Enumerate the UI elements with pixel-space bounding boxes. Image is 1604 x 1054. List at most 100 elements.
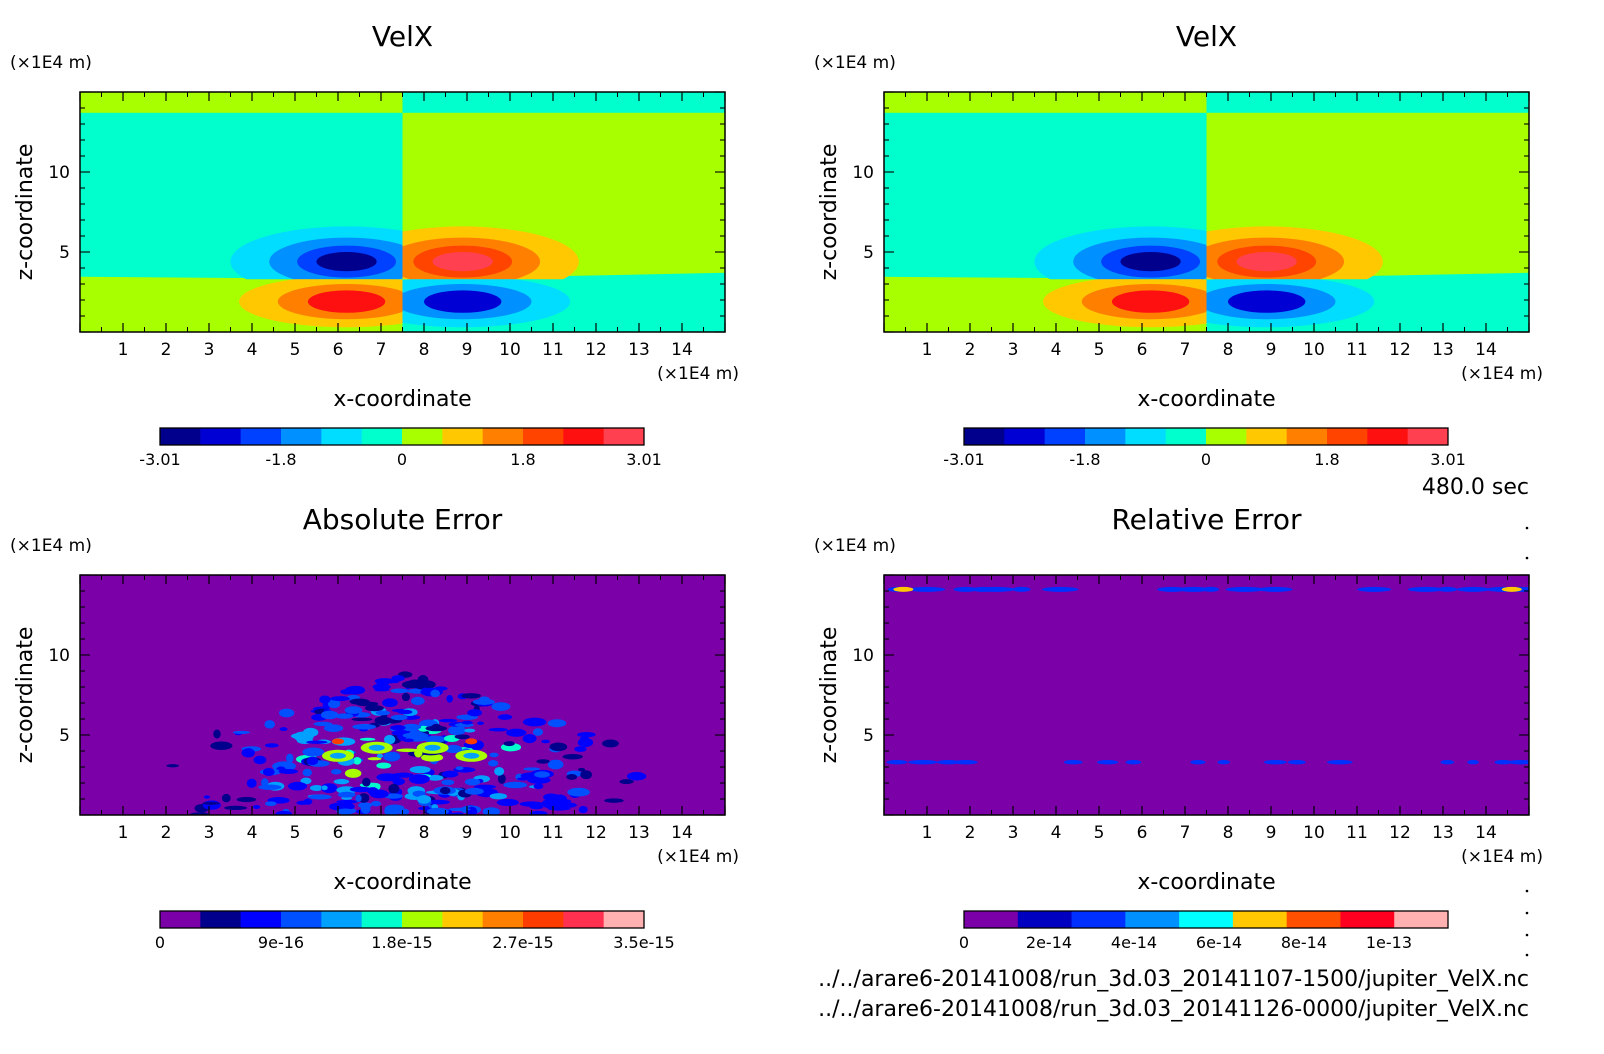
noise-blob <box>233 731 250 734</box>
noise-blob <box>321 711 338 720</box>
chart-title: Absolute Error <box>303 503 503 536</box>
noise-blob <box>253 805 260 809</box>
noise-blob <box>411 725 422 730</box>
noise-blob <box>534 771 550 777</box>
contour-level <box>1237 252 1297 271</box>
y-tick-label: 5 <box>863 243 874 263</box>
noise-blob <box>627 772 646 780</box>
plot-area <box>80 575 725 817</box>
noise-blob <box>391 715 408 720</box>
colorbar-swatch <box>1233 911 1287 928</box>
noise-blob <box>523 767 539 770</box>
x-tick-label: 9 <box>1266 823 1277 843</box>
x-tick-label: 12 <box>1389 340 1411 360</box>
x-tick-label: 4 <box>1051 340 1062 360</box>
noise-blob <box>332 738 344 744</box>
colorbar-tick-label: 0 <box>1201 450 1211 469</box>
margin-dot <box>1526 934 1529 937</box>
colorbar-swatch <box>964 428 1005 445</box>
colorbar-swatch <box>1327 428 1368 445</box>
margin-dot <box>1526 557 1529 560</box>
x-tick-label: 14 <box>1475 340 1497 360</box>
colorbar-swatch <box>1367 428 1408 445</box>
noise-blob <box>345 706 363 714</box>
noise-blob <box>402 693 410 701</box>
colorbar-swatch <box>1287 911 1341 928</box>
chart-panel-3: 1 2 3 4 5 6 7 8 9 10 11 12 13 14510Absolute Error(×1E… <box>10 503 739 952</box>
x-tick-label: 11 <box>1346 823 1368 843</box>
field-region <box>884 92 1207 113</box>
x-tick-label: 1 <box>922 823 933 843</box>
noise-blob <box>440 787 451 794</box>
noise-blob <box>242 748 255 757</box>
noise-blob <box>263 768 275 776</box>
error-band <box>1013 587 1031 592</box>
colorbar-swatch <box>523 911 564 928</box>
noise-blob <box>210 741 232 749</box>
x-axis-label: x-coordinate <box>1137 870 1275 895</box>
error-band <box>1288 760 1306 764</box>
noise-blob <box>543 793 559 800</box>
x-unit-label: (×1E4 m) <box>1461 364 1543 384</box>
x-axis-label: x-coordinate <box>333 870 471 895</box>
noise-blob <box>403 739 414 743</box>
colorbar-tick-label: 2e-14 <box>1026 933 1072 952</box>
colorbar-tick-label: -1.8 <box>265 450 296 469</box>
noise-blob <box>567 788 590 797</box>
colorbar-swatch <box>1287 428 1328 445</box>
error-band <box>1202 587 1219 592</box>
x-tick-label: 1 <box>118 823 129 843</box>
colorbar-tick-label: 1.8 <box>1314 450 1339 469</box>
contour-level <box>308 290 385 312</box>
colorbar-swatch <box>563 428 604 445</box>
colorbar-swatch <box>1125 911 1179 928</box>
y-tick-label: 5 <box>863 726 874 746</box>
x-tick-label: 13 <box>1432 823 1454 843</box>
noise-blob <box>370 790 389 799</box>
y-axis-label: z-coordinate <box>817 144 842 281</box>
noise-blob <box>345 769 362 778</box>
x-tick-label: 4 <box>247 823 258 843</box>
noise-blob <box>504 741 515 746</box>
field-region <box>80 92 403 113</box>
colorbar-swatch <box>1045 428 1086 445</box>
noise-blob <box>258 785 281 790</box>
chart-title: Relative Error <box>1111 503 1302 536</box>
noise-blob <box>464 729 475 733</box>
noise-blob <box>334 779 350 784</box>
noise-blob <box>265 801 277 806</box>
noise-blob <box>548 719 567 727</box>
x-tick-label: 7 <box>376 340 387 360</box>
x-tick-label: 12 <box>585 340 607 360</box>
y-unit-label: (×1E4 m) <box>10 536 92 556</box>
noise-blob <box>439 719 457 723</box>
noise-blob <box>541 740 550 744</box>
error-band <box>1357 587 1391 592</box>
x-tick-label: 9 <box>462 340 473 360</box>
error-band <box>1064 760 1083 764</box>
noise-blob <box>279 769 299 774</box>
noise-blob <box>530 805 544 810</box>
noise-blob <box>340 689 355 694</box>
colorbar-swatch <box>483 428 524 445</box>
x-tick-label: 7 <box>376 823 387 843</box>
error-band <box>1467 760 1479 764</box>
x-tick-label: 13 <box>628 340 650 360</box>
y-tick-label: 10 <box>48 646 70 666</box>
y-unit-label: (×1E4 m) <box>10 53 92 73</box>
colorbar-swatch <box>321 428 362 445</box>
noise-blob <box>319 695 330 703</box>
x-tick-label: 2 <box>161 823 172 843</box>
noise-blob <box>264 720 275 728</box>
error-band <box>1042 587 1079 592</box>
noise-blob <box>254 756 267 764</box>
noise-blob <box>566 774 577 780</box>
contour-level <box>1112 290 1189 312</box>
noise-blob <box>442 771 459 778</box>
noise-blob <box>479 696 491 705</box>
colorbar-swatch <box>1166 428 1207 445</box>
noise-blob <box>398 809 409 815</box>
colorbar-swatch <box>442 428 483 445</box>
noise-blob <box>321 785 327 790</box>
error-band <box>1097 760 1118 764</box>
